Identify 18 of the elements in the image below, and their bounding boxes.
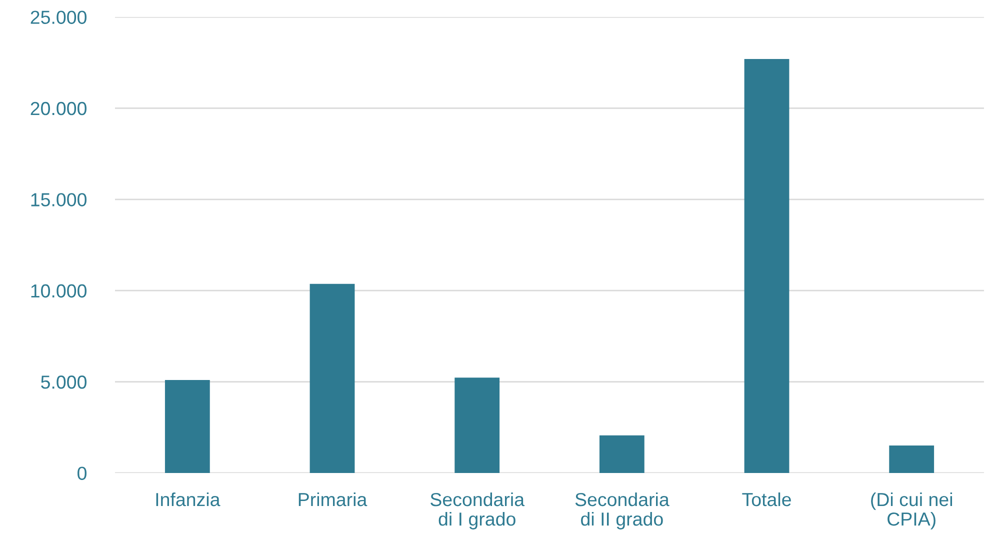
x-tick-label: Secondaria di I grado [430,492,525,530]
x-tick-label: Primaria [298,492,368,506]
x-tick-label: Infanzia [156,492,220,506]
bar [599,435,644,473]
y-tick-label: 15.000 [31,193,86,206]
x-tick-label: Totale [742,492,791,506]
bar [454,378,500,473]
bar [889,445,934,473]
y-tick-label: 25.000 [30,10,86,24]
bar [164,380,210,473]
y-tick-label: 20.000 [30,102,86,116]
x-tick-label: Secondaria di II grado [575,492,670,530]
y-tick-label: 5.000 [41,376,86,389]
bar [310,284,355,473]
y-tick-label: 10.000 [31,284,86,298]
y-tick-label: 0 [78,466,86,480]
bar [744,58,790,473]
x-tick-label: (Di cui nei CPIA) [871,492,952,530]
